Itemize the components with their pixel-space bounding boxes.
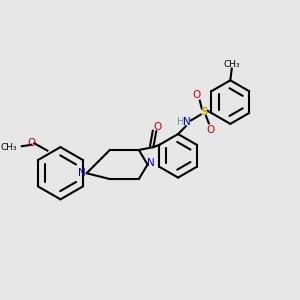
Text: CH₃: CH₃ (224, 60, 240, 69)
Text: O: O (27, 138, 35, 148)
Text: N: N (148, 158, 155, 168)
Text: S: S (200, 107, 208, 117)
Text: H: H (177, 116, 184, 127)
Text: O: O (206, 125, 215, 135)
Text: O: O (153, 122, 161, 132)
Text: O: O (193, 90, 201, 100)
Text: N: N (183, 116, 190, 127)
Text: CH₃: CH₃ (1, 142, 17, 152)
Text: N: N (78, 168, 86, 178)
